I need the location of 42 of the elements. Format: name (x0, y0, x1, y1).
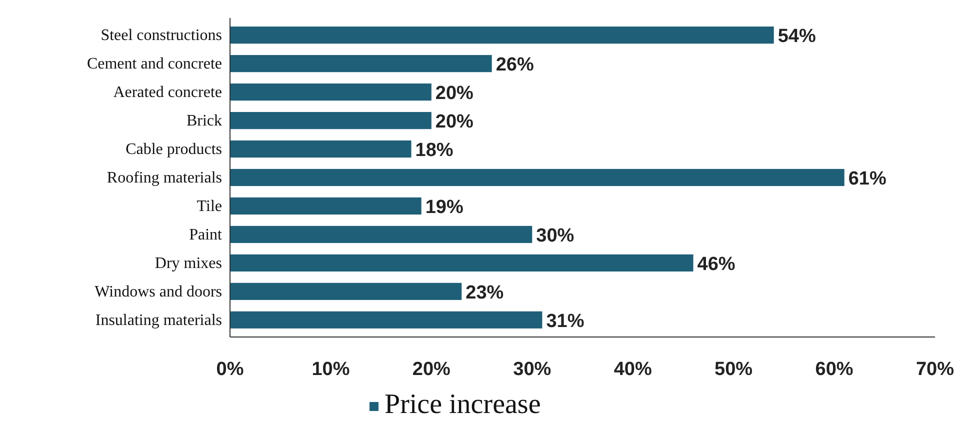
data-label: 54% (778, 26, 816, 48)
y-tick-label: Brick (186, 112, 222, 130)
y-tick-label: Insulating materials (95, 312, 222, 329)
x-tick-label: 40% (614, 359, 652, 380)
data-label: 31% (546, 310, 584, 332)
y-tick-label: Cable products (126, 141, 222, 158)
data-label: 61% (848, 168, 886, 190)
x-tick-label: 0% (216, 359, 244, 380)
y-tick-label: Tile (196, 198, 222, 215)
y-tick-label: Windows and doors (94, 283, 222, 300)
bar (230, 84, 432, 101)
bar (230, 197, 422, 215)
x-tick-label: 20% (412, 359, 451, 380)
legend-label: Price increase (384, 389, 541, 420)
bar (230, 168, 844, 186)
data-label: 46% (697, 254, 736, 275)
data-label: 30% (536, 225, 574, 246)
y-tick-label: Dry mixes (154, 254, 222, 272)
x-tick-label: 30% (513, 359, 552, 380)
x-tick-label: 50% (714, 359, 753, 380)
bar (230, 282, 462, 300)
x-tick-label: 70% (916, 359, 954, 380)
bar (230, 311, 542, 328)
bar (230, 140, 412, 158)
x-tick-label: 10% (312, 359, 350, 380)
y-tick-label: Steel constructions (100, 27, 222, 44)
data-label: 20% (435, 83, 474, 104)
data-label: 26% (496, 54, 534, 76)
data-label: 19% (425, 196, 464, 218)
bar (230, 254, 694, 272)
bar (230, 55, 492, 72)
y-tick-label: Aerated concrete (113, 84, 222, 102)
x-tick-label: 60% (815, 359, 854, 380)
y-tick-label: Cement and concrete (86, 56, 222, 73)
y-tick-label: Paint (189, 226, 223, 244)
y-tick-label: Roofing materials (106, 170, 222, 186)
data-label: 20% (435, 112, 474, 133)
data-label: 23% (466, 282, 504, 304)
data-label: 18% (415, 140, 454, 162)
bar (230, 112, 432, 130)
bar (230, 226, 532, 244)
bar (230, 26, 774, 44)
